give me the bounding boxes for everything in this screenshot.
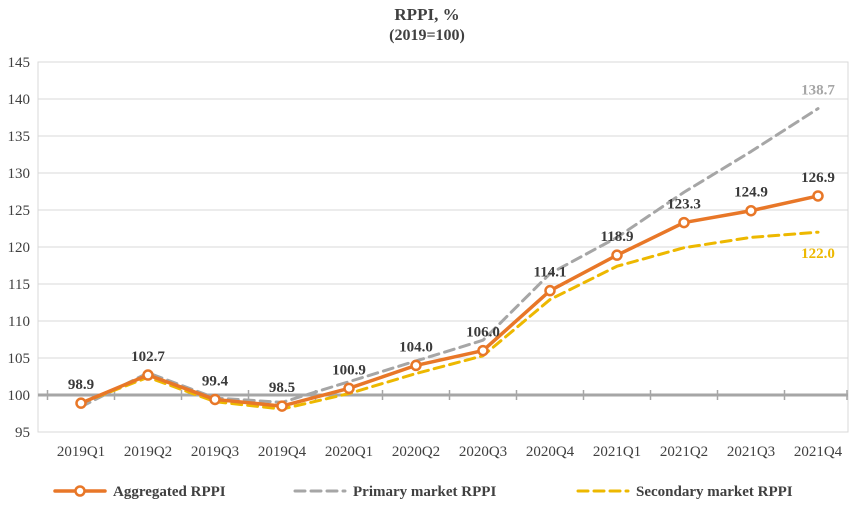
x-axis-tick-label: 2021Q2 — [660, 444, 708, 460]
y-axis-tick-label: 140 — [8, 92, 31, 108]
data-point-marker — [611, 249, 623, 261]
x-axis-labels: 2019Q1 2019Q2 2019Q3 2019Q4 2020Q1 2020Q2 2020… — [57, 444, 843, 460]
chart-title: RPPI, % — [394, 5, 459, 24]
x-axis-tick-label: 2019Q4 — [258, 444, 307, 460]
legend-marker-sample — [74, 485, 86, 497]
x-axis-tick-label: 2019Q3 — [191, 444, 239, 460]
x-axis-tick-label: 2019Q1 — [57, 444, 105, 460]
legend-label: Primary market RPPI — [353, 484, 496, 500]
data-point-marker — [812, 190, 824, 202]
y-axis-tick-label: 125 — [8, 203, 31, 219]
end-label-primary-market-rppi: 138.7 — [801, 83, 835, 99]
legend-label: Secondary market RPPI — [636, 484, 793, 500]
data-label: 114.1 — [534, 265, 567, 281]
data-point-marker — [678, 216, 690, 229]
x-axis-tick-label: 2020Q2 — [392, 444, 440, 460]
data-label: 99.4 — [202, 373, 229, 389]
y-axis-tick-label: 95 — [15, 425, 30, 441]
legend-item-secondary-market-rppi: Secondary market RPPI — [576, 484, 793, 500]
data-point-marker — [410, 359, 422, 372]
legend-item-primary-market-rppi: Primary market RPPI — [293, 484, 496, 500]
y-axis-tick-label: 145 — [8, 55, 31, 71]
data-point-marker — [209, 393, 221, 406]
baseline-100 — [38, 390, 848, 400]
data-label: 126.9 — [801, 170, 835, 186]
data-label: 106.0 — [466, 325, 500, 341]
data-label: 104.0 — [399, 339, 433, 355]
x-axis-tick-label: 2020Q1 — [325, 444, 373, 460]
y-axis-tick-label: 120 — [8, 240, 31, 256]
data-point-marker — [745, 204, 757, 217]
x-axis-tick-label: 2020Q4 — [526, 444, 575, 460]
gridlines: 95 100 105 110 115 120 125 130 135 140 145 — [8, 55, 848, 441]
data-label: 98.9 — [68, 377, 94, 393]
y-axis-tick-label: 105 — [8, 351, 31, 367]
series-line-aggregated-rppi — [79, 194, 820, 408]
series-secondary-market-rppi: 122.0 — [79, 230, 835, 411]
y-axis-tick-label: 135 — [8, 129, 31, 145]
legend-label: Aggregated RPPI — [113, 484, 226, 500]
x-axis-tick-label: 2020Q3 — [459, 444, 507, 460]
plot-border — [37, 61, 849, 433]
x-axis-tick-label: 2021Q3 — [727, 444, 775, 460]
data-point-marker — [477, 344, 489, 357]
y-axis-tick-label: 110 — [8, 314, 30, 330]
y-axis-tick-label: 115 — [8, 277, 30, 293]
y-axis-tick-label: 130 — [8, 166, 31, 182]
legend-item-aggregated-rppi: Aggregated RPPI — [53, 484, 226, 500]
y-axis-tick-label: 100 — [8, 388, 31, 404]
data-label: 102.7 — [131, 349, 165, 365]
series-line-secondary-market-rppi — [79, 230, 820, 411]
x-axis-tick-label: 2019Q2 — [124, 444, 172, 460]
x-axis-tick-label: 2021Q1 — [593, 444, 641, 460]
data-point-marker — [142, 369, 154, 381]
data-point-marker — [544, 284, 556, 297]
data-label: 100.9 — [332, 362, 366, 378]
series-line-primary-market-rppi — [79, 107, 820, 409]
data-point-marker — [75, 397, 87, 409]
data-point-marker — [343, 382, 355, 395]
data-point-marker — [276, 400, 288, 412]
end-label-secondary-market-rppi: 122.0 — [801, 246, 835, 262]
legend: Aggregated RPPI Primary market RPPI Second… — [53, 484, 793, 500]
data-label: 123.3 — [667, 197, 701, 213]
x-axis-tick-label: 2021Q4 — [794, 444, 843, 460]
data-label: 98.5 — [269, 380, 295, 396]
chart-subtitle: (2019=100) — [389, 27, 465, 44]
data-label: 124.9 — [734, 185, 768, 201]
series-aggregated-rppi: 98.9 102.7 99.4 98.5 100.9 104.0 106.0 114.1 118… — [68, 170, 835, 412]
data-label: 118.9 — [601, 229, 634, 245]
